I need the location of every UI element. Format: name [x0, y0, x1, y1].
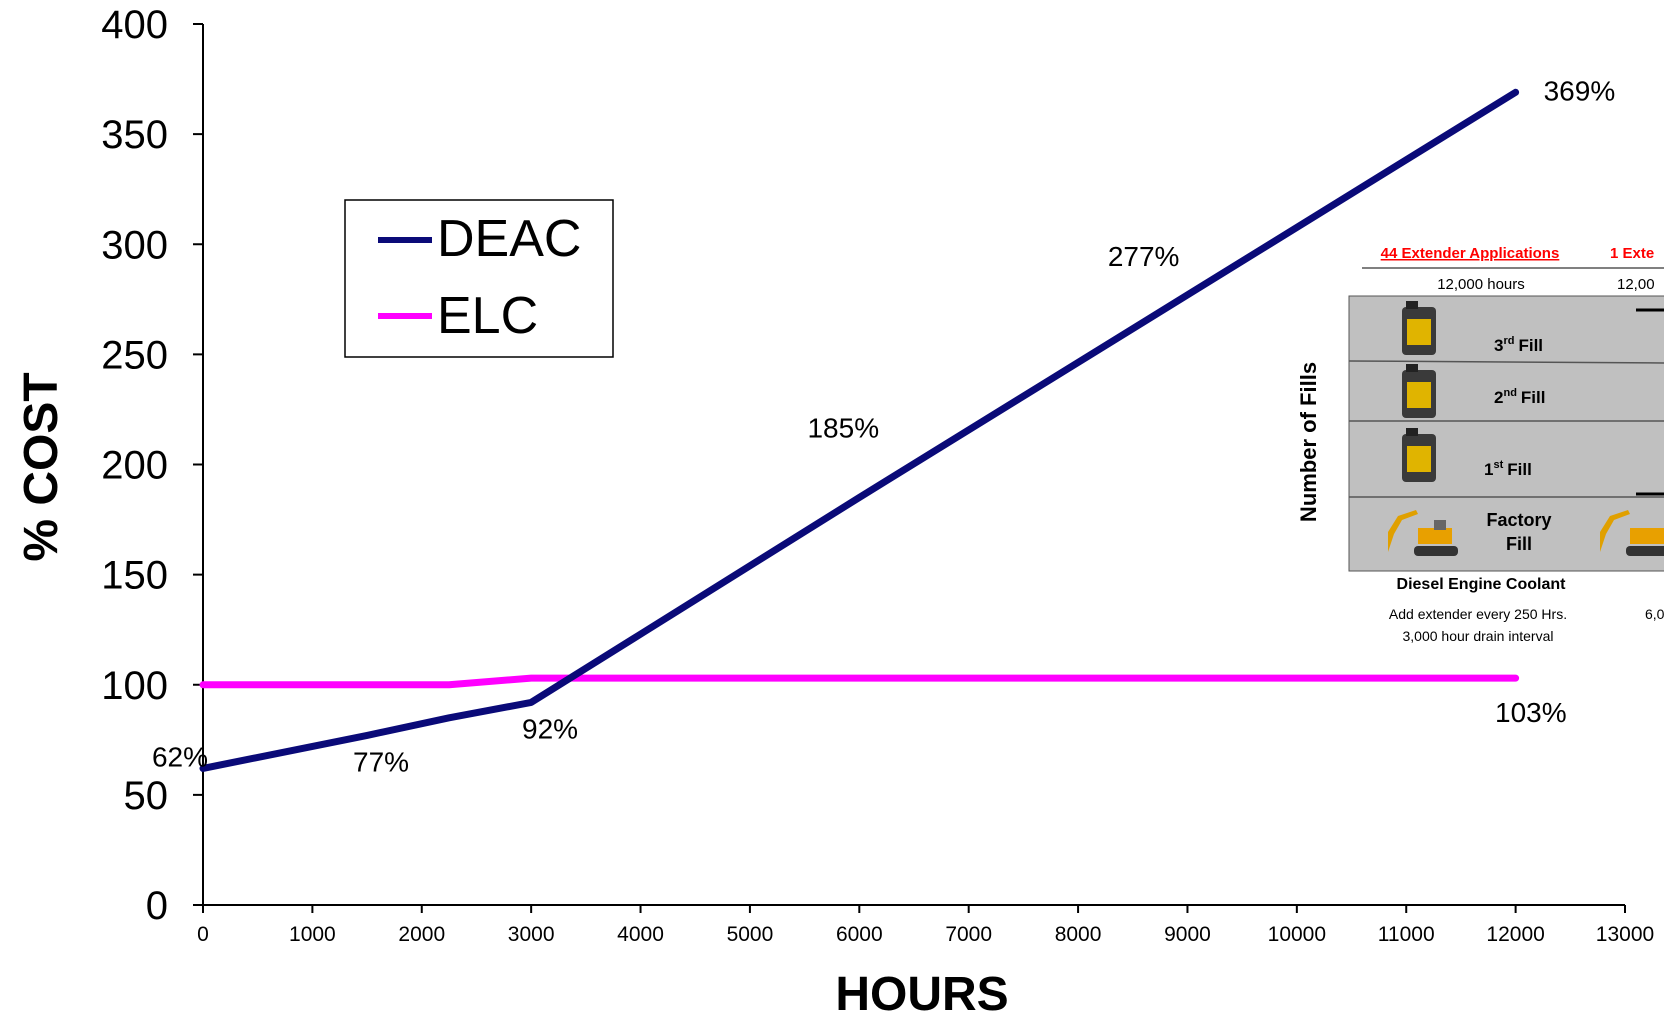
factory-fill-label: Factory — [1486, 510, 1551, 530]
x-tick-label: 9000 — [1164, 923, 1211, 946]
x-tick-label: 12000 — [1486, 923, 1544, 946]
x-tick-label: 3000 — [508, 923, 555, 946]
inset-footer-line: 3,000 hour drain interval — [1403, 628, 1554, 644]
x-tick-label: 2000 — [398, 923, 445, 946]
y-tick-label: 350 — [101, 113, 168, 157]
y-tick-label: 400 — [101, 3, 168, 47]
y-tick-label: 0 — [146, 884, 168, 928]
x-axis-title: HOURS — [835, 968, 1008, 1014]
factory-fill-label: Fill — [1506, 534, 1532, 554]
x-tick-label: 7000 — [945, 923, 992, 946]
inset-footer-title: Diesel Engine Coolant — [1397, 576, 1567, 593]
legend: DEAC ELC — [344, 199, 614, 358]
data-label: 185% — [807, 413, 879, 444]
inset-footer-right: 6,0 — [1645, 606, 1664, 622]
series-line-deac — [199, 88, 1520, 772]
inset-row-divider — [1348, 360, 1664, 364]
inset-hours-right: 12,00 — [1617, 276, 1655, 293]
excavator-icon — [1600, 510, 1664, 556]
y-tick-label: 150 — [101, 554, 168, 598]
fill-label: 1st Fill — [1484, 459, 1532, 479]
data-label: 103% — [1495, 697, 1567, 728]
inset-hours-left: 12,000 hours — [1437, 276, 1525, 293]
y-axis-title: % COST — [15, 372, 68, 561]
data-label: 62% — [152, 741, 208, 772]
x-ticks: 0 1000 2000 3000 4000 5000 6000 7000 8000 9000 100… — [197, 905, 1654, 946]
x-tick-label: 8000 — [1055, 923, 1102, 946]
inset-side-label: Number of Fills — [1296, 362, 1321, 522]
y-tick-label: 300 — [101, 223, 168, 267]
fill-label: 2nd Fill — [1494, 387, 1545, 407]
coolant-jug-icon — [1402, 301, 1436, 355]
data-label: 369% — [1544, 75, 1616, 106]
x-tick-label: 1000 — [289, 923, 336, 946]
data-label: 277% — [1108, 241, 1180, 272]
legend-box — [344, 199, 614, 358]
x-tick-label: 5000 — [727, 923, 774, 946]
x-tick-label: 0 — [197, 923, 209, 946]
fill-label: 3rd Fill — [1494, 335, 1543, 355]
x-tick-label: 10000 — [1268, 923, 1326, 946]
inset-header-right: 1 Exte — [1610, 245, 1654, 262]
inset-footer-line: Add extender every 250 Hrs. — [1389, 606, 1567, 622]
legend-label-deac: DEAC — [437, 210, 581, 268]
x-tick-label: 6000 — [836, 923, 883, 946]
x-tick-label: 4000 — [617, 923, 664, 946]
data-label: 92% — [522, 713, 578, 744]
coolant-fills-inset: 44 Extender Applications 1 Exte 12,000 h… — [1296, 245, 1664, 644]
data-label: 77% — [353, 746, 409, 777]
series-layer — [199, 88, 1520, 772]
legend-label-elc: ELC — [437, 287, 538, 345]
y-ticks: 0 50 100 150 200 250 300 350 400 — [101, 3, 203, 928]
coolant-jug-icon — [1402, 428, 1436, 482]
annotation-layer: 62% 77% 92% 185% 277% 369% 103% — [152, 75, 1615, 777]
y-tick-label: 200 — [101, 444, 168, 488]
series-line-elc — [199, 674, 1520, 689]
y-tick-label: 100 — [101, 664, 168, 708]
y-tick-label: 50 — [124, 774, 169, 818]
excavator-icon — [1388, 510, 1458, 556]
x-tick-label: 13000 — [1596, 923, 1654, 946]
y-tick-label: 250 — [101, 333, 168, 377]
coolant-jug-icon — [1402, 364, 1436, 418]
inset-header-left: 44 Extender Applications — [1381, 245, 1560, 262]
inset-panel — [1348, 295, 1664, 572]
x-tick-label: 11000 — [1378, 923, 1435, 946]
